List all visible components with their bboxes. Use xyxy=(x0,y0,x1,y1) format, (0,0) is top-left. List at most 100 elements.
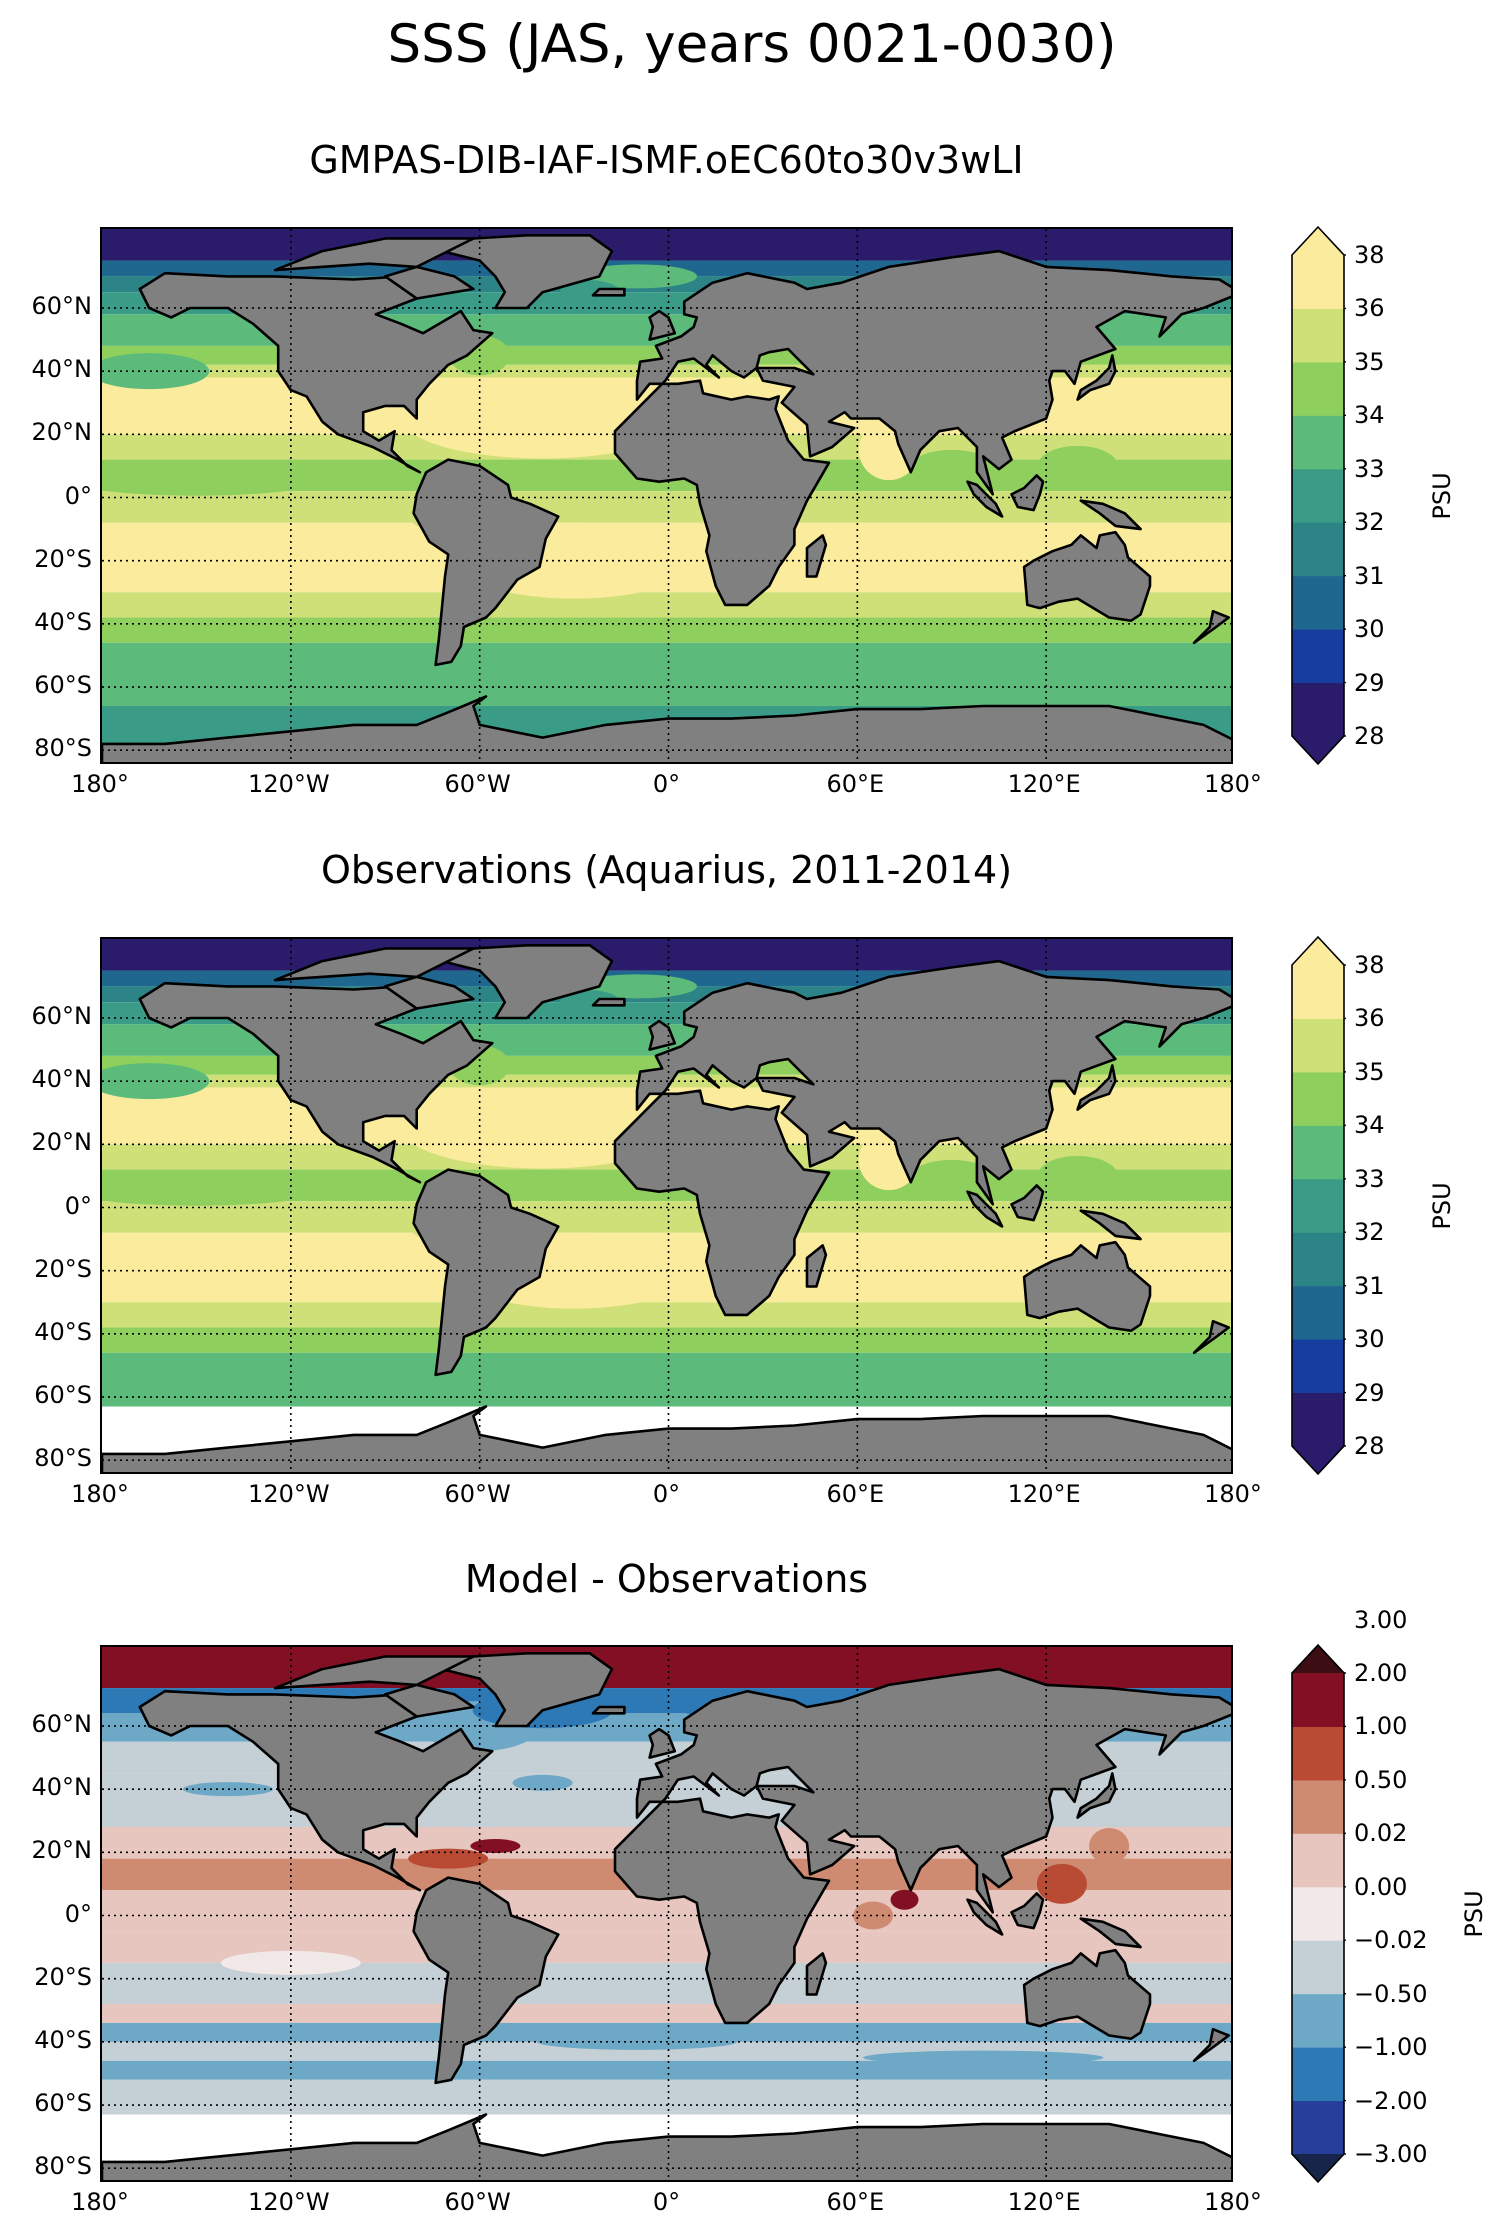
colorbar-segment xyxy=(1292,1779,1344,1834)
colorbar-tick-label: 31 xyxy=(1354,1271,1385,1300)
colorbar-segment xyxy=(1292,1125,1344,1180)
x-tick-label: 60°E xyxy=(826,770,885,798)
field-anomaly xyxy=(102,1661,184,1678)
map-svg xyxy=(102,229,1231,762)
y-tick-label: 60°N xyxy=(31,291,93,320)
field-anomaly xyxy=(512,1774,573,1791)
colorbar-segment xyxy=(1292,1232,1344,1287)
field-anomaly xyxy=(1036,1863,1087,1904)
y-tick-label: 60°S xyxy=(34,2089,92,2118)
field-band xyxy=(102,491,1231,523)
x-tick-label: 60°W xyxy=(444,1480,511,1508)
page-title: SSS (JAS, years 0021-0030) xyxy=(387,14,1117,75)
colorbar-segment xyxy=(1292,1285,1344,1340)
colorbar-segment xyxy=(1292,1178,1344,1233)
y-tick-label: 20°N xyxy=(31,418,93,447)
x-tick-label: 0° xyxy=(652,2188,681,2216)
colorbar-tick-label: 29 xyxy=(1354,1378,1385,1407)
colorbar xyxy=(1291,1643,1346,2184)
x-tick-label: 120°E xyxy=(1007,1480,1081,1508)
y-tick-label: 20°S xyxy=(34,544,92,573)
colorbar-tick-label: 36 xyxy=(1354,294,1385,323)
colorbar-extend-max xyxy=(1292,227,1344,255)
y-tick-label: 40°N xyxy=(31,1773,93,1802)
colorbar-tick-label: 29 xyxy=(1354,668,1385,697)
land-australia xyxy=(1022,1240,1152,1333)
land-south-america xyxy=(412,458,560,667)
land-sumatra xyxy=(966,480,1004,518)
field-anomaly xyxy=(890,1889,919,1910)
land-new-guinea xyxy=(1079,1917,1142,1949)
land-new-guinea xyxy=(1079,499,1142,531)
land-australia xyxy=(1022,530,1152,623)
x-tick-label: 180° xyxy=(71,1480,129,1508)
colorbar-tick-label: −0.02 xyxy=(1354,1926,1428,1955)
colorbar-tick-label: 33 xyxy=(1354,1164,1385,1193)
y-tick-label: 0° xyxy=(64,1191,92,1220)
land-borneo xyxy=(1010,474,1045,512)
colorbar-tick-label: 36 xyxy=(1354,1004,1385,1033)
colorbar-segment xyxy=(1292,682,1344,737)
y-tick-label: 40°S xyxy=(34,2025,92,2054)
colorbar-tick-label: 34 xyxy=(1354,1111,1385,1140)
colorbar-tick-label: 30 xyxy=(1354,1325,1385,1354)
field-anomaly xyxy=(1037,1155,1118,1196)
land-afro-eurasia xyxy=(613,959,1231,1317)
colorbar-tick-label: 31 xyxy=(1354,561,1385,590)
x-tick-label: 120°E xyxy=(1007,2188,1081,2216)
field-anomaly xyxy=(402,1088,683,1169)
field-anomaly xyxy=(470,1839,521,1854)
y-tick-label: 20°S xyxy=(34,1254,92,1283)
colorbar-tick-label: 28 xyxy=(1354,722,1385,750)
y-tick-label: 20°S xyxy=(34,1962,92,1991)
y-tick-label: 0° xyxy=(64,1899,92,1928)
land-afro-eurasia xyxy=(613,249,1231,607)
land-iceland xyxy=(591,997,626,1007)
land-arctic-islands xyxy=(273,237,475,272)
land-borneo xyxy=(1010,1184,1045,1222)
land-sumatra xyxy=(966,1190,1004,1228)
land-south-america xyxy=(412,1876,560,2085)
colorbar-segment xyxy=(1292,1993,1344,2048)
land-antarctica xyxy=(102,695,1231,762)
field-anomaly xyxy=(102,353,210,390)
colorbar-segment xyxy=(1292,965,1344,1019)
field-band xyxy=(102,642,1231,706)
x-tick-label: 60°E xyxy=(826,2188,885,2216)
colorbar-label: PSU xyxy=(1428,471,1456,520)
map-panel-1 xyxy=(100,227,1233,764)
field-anomaly xyxy=(863,2050,1104,2065)
land-greenland xyxy=(440,234,614,310)
land-north-america xyxy=(138,1689,494,1892)
field-band xyxy=(102,617,1231,643)
land-australia xyxy=(1022,1948,1152,2041)
colorbar-extend-min xyxy=(1292,1446,1344,1474)
land-north-america xyxy=(138,271,494,474)
colorbar-segment xyxy=(1292,575,1344,630)
land-south-america xyxy=(412,1168,560,1377)
colorbar-segment xyxy=(1292,2100,1344,2155)
land-baffin xyxy=(383,1683,475,1718)
land-new-zealand xyxy=(1192,609,1230,645)
colorbar-tick-label: 3.00 xyxy=(1354,1605,1408,1634)
field-anomaly xyxy=(220,1950,361,1975)
y-tick-label: 80°S xyxy=(34,734,92,763)
colorbar-extend-min xyxy=(1292,736,1344,764)
field-anomaly xyxy=(102,545,307,589)
field-anomaly xyxy=(102,2061,307,2074)
colorbar-segment xyxy=(1292,1940,1344,1995)
y-tick-label: 60°S xyxy=(34,1381,92,1410)
land-north-america xyxy=(138,981,494,1184)
x-tick-label: 180° xyxy=(71,2188,129,2216)
colorbar-tick-label: −0.50 xyxy=(1354,1979,1428,2008)
land-greenland xyxy=(440,944,614,1020)
colorbar-tick-label: 35 xyxy=(1354,1057,1385,1086)
panel-title: GMPAS-DIB-IAF-ISMF.oEC60to30v3wLI xyxy=(309,138,1024,182)
colorbar-segment xyxy=(1292,522,1344,577)
land-madagascar xyxy=(805,1244,828,1288)
panel-title: Model - Observations xyxy=(464,1557,869,1601)
colorbar-segment xyxy=(1292,1673,1344,1727)
colorbar-tick-label: 0.00 xyxy=(1354,1872,1408,1901)
x-tick-label: 180° xyxy=(1204,1480,1262,1508)
x-tick-label: 120°E xyxy=(1007,770,1081,798)
